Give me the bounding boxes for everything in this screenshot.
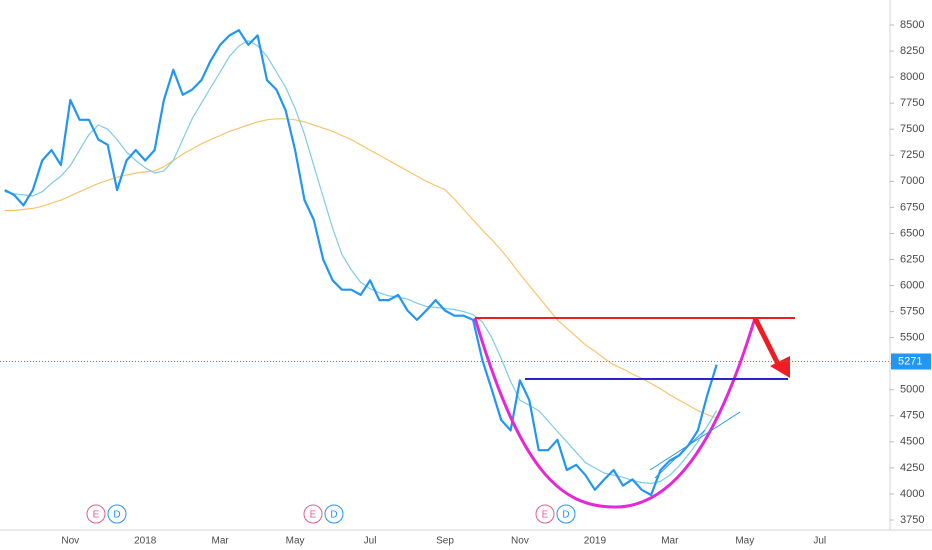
x-tick-label: Nov (61, 536, 79, 547)
y-tick-label: 8000 (900, 71, 924, 83)
y-tick-label: 4250 (900, 462, 924, 474)
plot-area (4, 29, 718, 497)
y-tick-label: 5500 (900, 332, 924, 344)
annotations (473, 316, 795, 509)
event-label: D (113, 510, 120, 521)
y-tick-label: 7500 (900, 123, 924, 135)
arrow-head (770, 356, 790, 378)
trend-line (649, 411, 741, 471)
event-label: D (330, 510, 337, 521)
event-badge (303, 504, 323, 524)
x-tick-label: Mar (212, 536, 230, 547)
y-tick-label: 6250 (900, 253, 924, 265)
x-tick-label: Nov (511, 536, 529, 547)
event-label: E (542, 510, 549, 521)
y-tick-label: 6500 (900, 227, 924, 239)
x-tick-label: Jul (813, 536, 826, 547)
arrow-shaft (752, 316, 783, 370)
y-tick-label: 5750 (900, 305, 924, 317)
y-tick-label: 4000 (900, 488, 924, 500)
y-tick-label: 4500 (900, 436, 924, 448)
price-line (4, 118, 717, 419)
last-price-box (891, 353, 931, 370)
x-tick-label: Sep (436, 536, 454, 547)
y-tick-label: 8250 (900, 45, 924, 57)
event-label: E (93, 510, 100, 521)
last-price-label: 5271 (898, 355, 922, 367)
cup-curve (473, 317, 757, 509)
y-tick-label: 5000 (900, 384, 924, 396)
event-label: E (310, 510, 317, 521)
y-tick-label: 4750 (900, 410, 924, 422)
event-badge (107, 504, 127, 524)
price-line (4, 29, 718, 497)
x-tick-label: Jul (364, 536, 377, 547)
event-badge (86, 504, 106, 524)
trend-line (654, 429, 706, 479)
event-badge (324, 504, 344, 524)
x-tick-label: 2018 (134, 536, 157, 547)
y-tick-label: 7750 (900, 97, 924, 109)
event-label: D (562, 510, 569, 521)
y-tick-label: 6750 (900, 201, 924, 213)
x-tick-label: May (286, 536, 305, 547)
event-badge (556, 504, 576, 524)
price-line (4, 40, 718, 485)
y-tick-label: 6000 (900, 279, 924, 291)
y-tick-label: 7250 (900, 149, 924, 161)
y-tick-label: 3750 (900, 514, 924, 526)
x-tick-label: 2019 (584, 536, 607, 547)
y-tick-label: 7000 (900, 175, 924, 187)
x-tick-label: May (735, 536, 754, 547)
event-badge (535, 504, 555, 524)
x-tick-label: Mar (661, 536, 679, 547)
y-tick-label: 8500 (900, 19, 924, 31)
